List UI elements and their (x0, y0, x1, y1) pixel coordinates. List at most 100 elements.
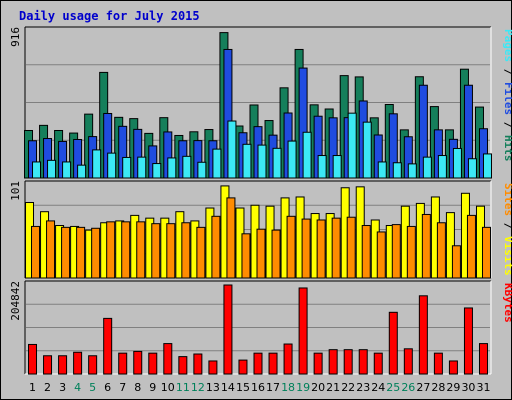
x-tick-label-day-25: 25 (386, 381, 400, 394)
hits-label-pages: Pages (502, 29, 512, 62)
kbytes-bar-kbytes-day-4 (73, 351, 83, 375)
kbytes-bar-kbytes-day-5 (88, 355, 98, 375)
kbytes-bar-kbytes-day-1 (28, 343, 38, 375)
kbytes-max-label: 204842 (9, 281, 22, 321)
x-tick-label-day-11: 11 (176, 381, 190, 394)
visits-bar-sites-day-12 (196, 226, 206, 279)
hits-bar-pages-day-2 (47, 159, 57, 179)
kbytes-label-kbytes: KBytes (502, 283, 512, 323)
visits-label-separator: / (502, 216, 512, 236)
visits-bar-sites-day-13 (211, 215, 221, 279)
hits-bar-pages-day-1 (32, 161, 42, 179)
x-tick-label-day-21: 21 (326, 381, 340, 394)
x-tick-label-day-1: 1 (29, 381, 36, 394)
x-tick-label-day-9: 9 (149, 381, 156, 394)
x-tick-label-day-14: 14 (221, 381, 235, 394)
kbytes-bar-kbytes-day-19 (298, 287, 308, 375)
x-tick-label-day-19: 19 (296, 381, 310, 394)
kbytes-bar-kbytes-day-17 (268, 352, 278, 375)
kbytes-bar-kbytes-day-16 (253, 352, 263, 375)
visits-bar-sites-day-10 (166, 223, 176, 279)
panel-kbytes: 204842 KBytes (9, 280, 512, 375)
kbytes-bar-kbytes-day-26 (403, 348, 413, 375)
hits-bar-pages-day-13 (212, 148, 222, 179)
visits-bar-sites-day-3 (61, 226, 71, 279)
x-tick-label-day-30: 30 (461, 381, 475, 394)
panel-hits: 916 Pages / Files / Hits (9, 26, 512, 179)
visits-series-label: Sites / Visits (502, 183, 512, 276)
x-tick-label-day-12: 12 (191, 381, 205, 394)
visits-bar-sites-day-23 (361, 225, 371, 279)
kbytes-bar-kbytes-day-28 (433, 352, 443, 375)
kbytes-bar-kbytes-day-9 (148, 352, 158, 375)
hits-bar-pages-day-5 (92, 149, 102, 179)
x-tick-label-day-16: 16 (251, 381, 265, 394)
hits-bar-pages-day-15 (242, 143, 252, 179)
hits-bar-pages-day-19 (302, 131, 312, 179)
x-tick-label-day-3: 3 (59, 381, 66, 394)
kbytes-bar-kbytes-day-30 (463, 307, 473, 375)
hits-bar-pages-day-22 (347, 112, 357, 179)
hits-bar-pages-day-29 (452, 147, 462, 179)
visits-bar-sites-day-29 (451, 245, 461, 279)
kbytes-bar-kbytes-day-10 (163, 343, 173, 375)
hits-bar-pages-day-24 (377, 161, 387, 179)
panel-visits: 101 Sites / Visits (9, 180, 512, 279)
kbytes-bar-kbytes-day-24 (373, 352, 383, 375)
hits-bar-pages-day-12 (197, 161, 207, 179)
visits-bar-sites-day-25 (391, 224, 401, 279)
kbytes-series-label: KBytes (502, 283, 512, 323)
visits-bar-sites-day-30 (466, 214, 476, 279)
x-tick-label-day-27: 27 (416, 381, 430, 394)
x-tick-label-day-18: 18 (281, 381, 295, 394)
hits-bar-pages-day-4 (77, 164, 87, 179)
visits-bar-sites-day-14 (226, 197, 236, 279)
kbytes-bar-kbytes-day-20 (313, 352, 323, 375)
visits-max-label: 101 (9, 181, 22, 201)
x-tick-label-day-20: 20 (311, 381, 325, 394)
x-tick-label-day-26: 26 (401, 381, 415, 394)
visits-bar-sites-day-17 (271, 229, 281, 279)
kbytes-bar-kbytes-day-25 (388, 311, 398, 375)
visits-bar-sites-day-24 (376, 231, 386, 279)
x-tick-label-day-22: 22 (341, 381, 355, 394)
x-tick-label-day-5: 5 (89, 381, 96, 394)
kbytes-bar-kbytes-day-11 (178, 356, 188, 375)
visits-bar-sites-day-31 (481, 226, 491, 279)
hits-bar-pages-day-16 (257, 144, 267, 179)
hits-bar-pages-day-17 (272, 147, 282, 179)
x-tick-label-day-23: 23 (356, 381, 370, 394)
kbytes-bar-kbytes-day-7 (118, 352, 128, 375)
visits-bar-sites-day-4 (76, 226, 86, 279)
hits-bar-pages-day-26 (407, 163, 417, 179)
visits-bar-sites-day-26 (406, 225, 416, 279)
x-tick-label-day-13: 13 (206, 381, 220, 394)
kbytes-bar-kbytes-day-22 (343, 349, 353, 375)
x-tick-label-day-15: 15 (236, 381, 250, 394)
hits-bar-pages-day-31 (482, 153, 492, 179)
hits-bar-pages-day-10 (167, 157, 177, 179)
visits-bar-sites-day-5 (91, 227, 101, 279)
kbytes-bar-kbytes-day-15 (238, 359, 248, 375)
kbytes-bar-kbytes-day-8 (133, 350, 143, 375)
x-tick-label-day-31: 31 (476, 381, 490, 394)
visits-bar-sites-day-6 (106, 221, 116, 279)
visits-bar-sites-day-20 (316, 219, 326, 279)
kbytes-bar-kbytes-day-27 (418, 295, 428, 375)
visits-label-visits: Visits (502, 236, 512, 276)
hits-label-files: Files (502, 82, 512, 115)
kbytes-bar-kbytes-day-6 (103, 317, 113, 375)
hits-bar-pages-day-6 (107, 152, 117, 179)
kbytes-bar-kbytes-day-2 (43, 355, 53, 375)
kbytes-bar-kbytes-day-23 (358, 349, 368, 375)
hits-bar-pages-day-20 (317, 155, 327, 179)
x-tick-label-day-2: 2 (44, 381, 51, 394)
visits-bar-sites-day-18 (286, 215, 296, 279)
kbytes-bar-kbytes-day-29 (448, 360, 458, 375)
visits-label-sites: Sites (502, 183, 512, 216)
hits-bar-pages-day-30 (467, 158, 477, 179)
visits-bar-sites-day-21 (331, 217, 341, 279)
visits-bar-sites-day-27 (421, 213, 431, 279)
visits-bar-sites-day-15 (241, 233, 251, 279)
